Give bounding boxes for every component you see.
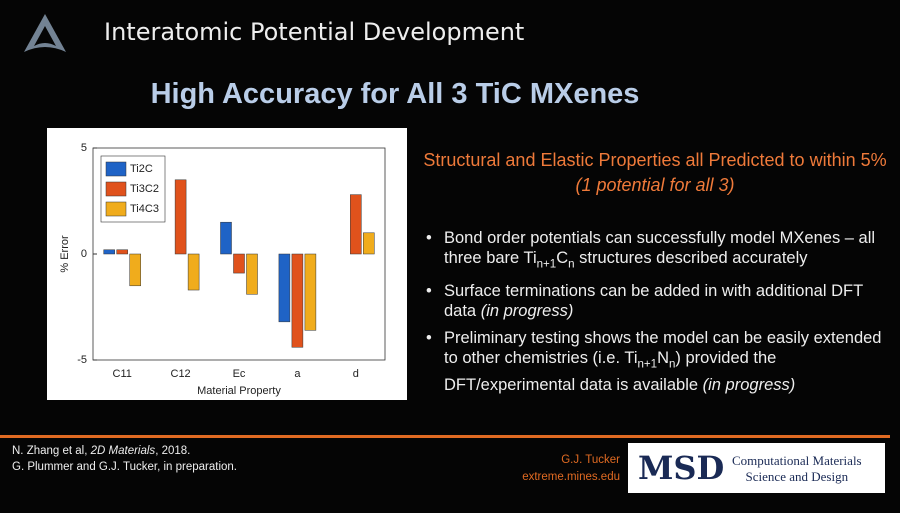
text-segment: Bond order potentials can successfully m…: [444, 229, 876, 267]
y-tick-label: 5: [81, 142, 87, 154]
bar: [246, 253, 258, 295]
bar: [174, 179, 187, 255]
logo-line: Computational Materials: [732, 453, 862, 468]
bar: [278, 253, 291, 323]
y-axis-label: % Error: [59, 235, 71, 273]
y-tick-label: -5: [77, 354, 87, 366]
bullet-list: Bond order potentials can successfully m…: [426, 228, 888, 402]
text-segment: n+1: [536, 258, 557, 271]
text-segment: n: [669, 358, 676, 371]
slide-title: High Accuracy for All 3 TiC MXenes: [150, 78, 640, 110]
text-segment: , 2018.: [155, 445, 191, 457]
author: G.J. Tucker extreme.mines.edu: [520, 452, 620, 486]
logo-icon: [24, 14, 66, 52]
reference: G. Plummer and G.J. Tucker, in preparati…: [12, 459, 237, 475]
legend-label: Ti2C: [130, 163, 153, 175]
divider: [0, 435, 890, 438]
legend-label: Ti3C2: [130, 183, 159, 195]
logo-mark: MSD: [638, 449, 725, 487]
text-segment: 2D Materials: [90, 445, 156, 457]
bar: [103, 249, 115, 255]
text-segment: n: [568, 258, 575, 271]
text-segment: Preliminary testing shows the model can …: [444, 329, 882, 368]
heading: Structural and Elastic Properties all Pr…: [420, 148, 890, 198]
x-tick-label: a: [294, 368, 301, 380]
bar: [187, 253, 200, 291]
text-segment: N. Zhang et al,: [12, 445, 91, 457]
bar: [363, 232, 375, 255]
legend-swatch: [105, 161, 127, 177]
bar: [220, 221, 232, 255]
header-title: Interatomic Potential Development: [104, 18, 525, 46]
logo-line: Science and Design: [745, 469, 849, 484]
text-segment: (1 potential for all 3): [575, 175, 735, 195]
bullet: Surface terminations can be added in wit…: [426, 281, 888, 321]
y-tick-label: 0: [81, 248, 87, 260]
text-segment: (in progress): [702, 375, 796, 394]
text-segment: C: [556, 249, 569, 267]
bar: [233, 253, 245, 274]
text-segment: Structural and Elastic Properties all Pr…: [423, 150, 887, 170]
text-segment: ) provided the DFT/experimental data is …: [444, 349, 777, 394]
text-segment: n+1: [637, 358, 658, 371]
x-tick-label: d: [353, 368, 359, 380]
legend-swatch: [105, 201, 127, 217]
logo-text: Computational Materials Science and Desig…: [732, 453, 862, 485]
x-tick-label: C12: [171, 368, 191, 380]
bar: [116, 249, 128, 255]
bar: [350, 194, 362, 255]
author-site: extreme.mines.edu: [522, 471, 620, 483]
bullet: Preliminary testing shows the model can …: [426, 328, 888, 394]
bar: [129, 253, 141, 287]
x-axis-label: Material Property: [197, 385, 281, 397]
bar: [291, 253, 304, 348]
author-name: G.J. Tucker: [561, 454, 620, 466]
text-segment: N: [657, 349, 669, 368]
chart: -5 0 5 % Error Material Property C11 C12 Ec a d Ti…: [59, 142, 386, 397]
text-segment: (in progress): [480, 302, 574, 321]
bullet: Bond order potentials can successfully m…: [426, 228, 888, 274]
references: N. Zhang et al, 2D Materials, 2018. G. Pl…: [12, 443, 237, 475]
legend-label: Ti4C3: [130, 203, 159, 215]
x-tick-label: C11: [113, 368, 132, 380]
text-segment: structures described accurately: [574, 249, 808, 267]
msd-logo: MSD Computational Materials Science and D…: [628, 443, 885, 493]
bar: [304, 253, 317, 331]
x-tick-label: Ec: [233, 368, 246, 380]
legend-swatch: [105, 181, 127, 197]
text-segment: G. Plummer and G.J. Tucker, in preparati…: [12, 461, 237, 473]
text-segment: Surface terminations can be added in wit…: [444, 282, 863, 321]
reference: N. Zhang et al, 2D Materials, 2018.: [12, 443, 237, 459]
chart-box: -5 0 5 % Error Material Property C11 C12 Ec a d Ti…: [47, 128, 407, 400]
